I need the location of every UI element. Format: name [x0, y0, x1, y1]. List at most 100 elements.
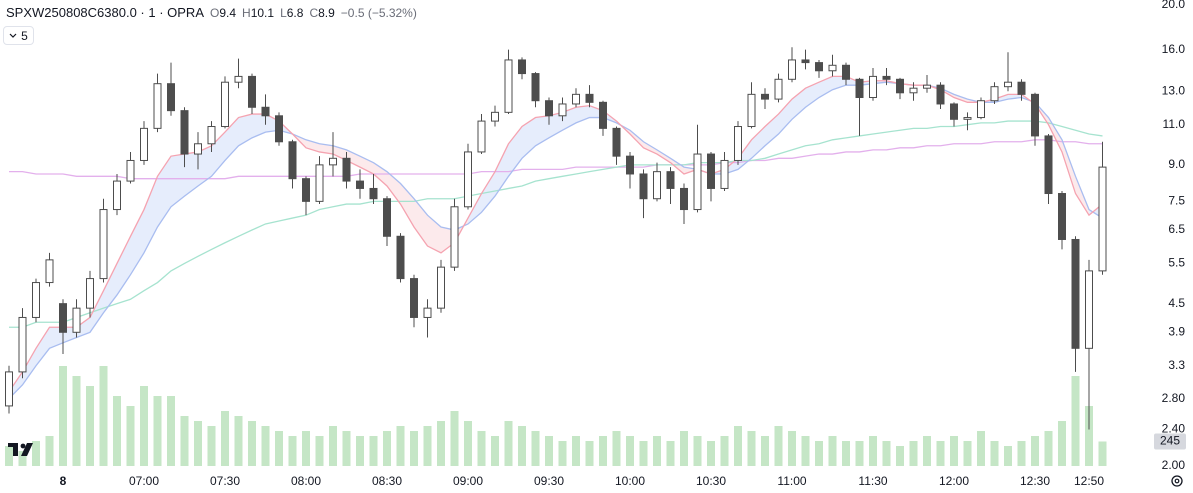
volume-bar: [761, 436, 769, 466]
candle-body: [5, 371, 13, 407]
ma-cloud: [117, 236, 131, 295]
ma-cloud: [414, 198, 428, 247]
volume-bar: [1071, 376, 1080, 466]
volume-bar: [450, 411, 459, 466]
chevron: [9, 33, 17, 38]
volume-bar: [464, 421, 472, 466]
x-tick-label: 07:00: [129, 474, 159, 488]
candle-body: [734, 126, 742, 161]
ma-cloud: [103, 263, 117, 313]
candle-body: [774, 78, 783, 100]
candle-body: [612, 127, 621, 157]
candle-body: [32, 282, 40, 318]
candle-body: [518, 59, 526, 75]
candle-body: [99, 209, 108, 280]
volume-bar: [167, 396, 175, 466]
ma-cloud: [1048, 117, 1062, 152]
candle-body: [86, 278, 94, 309]
candle-body: [882, 75, 891, 80]
ma-cloud: [198, 145, 212, 186]
x-tick-label: 12:50: [1074, 474, 1104, 488]
ma-line: [8, 75, 1103, 392]
volume-bar: [302, 431, 310, 466]
ma-cloud: [657, 149, 671, 163]
volume-bar: [5, 446, 13, 466]
y-tick-label: 4.5: [1168, 296, 1185, 310]
volume-bar: [1031, 436, 1039, 466]
candle-body: [369, 187, 378, 200]
y-tick-label: 3.3: [1168, 358, 1185, 372]
candle-body: [477, 120, 486, 153]
volume-bar: [477, 431, 486, 466]
volume-bar: [896, 446, 904, 466]
ma-cloud: [954, 94, 968, 103]
settings-icon[interactable]: [1171, 475, 1183, 487]
x-tick-label: 09:30: [534, 474, 564, 488]
volume-bar: [140, 386, 148, 466]
volume-bar: [410, 431, 418, 466]
volume-bar: [180, 416, 189, 466]
interval-toggle[interactable]: 5: [3, 26, 34, 45]
ma-cloud: [670, 158, 684, 174]
candle-body: [437, 266, 445, 309]
x-tick-label: 11:00: [777, 474, 806, 488]
volume-bar: [261, 426, 270, 466]
volume-bar: [801, 436, 810, 466]
y-tick-label: 2.80: [1162, 391, 1186, 405]
volume-bar: [383, 431, 391, 466]
volume-bar: [693, 436, 702, 466]
volume-bar: [788, 431, 796, 466]
volume-bar: [491, 436, 499, 466]
candle-body: [356, 180, 364, 189]
volume-bar: [315, 436, 324, 466]
candle-body: [450, 206, 459, 268]
volume-bar: [356, 436, 364, 466]
candle-body: [801, 59, 810, 64]
candle-body: [342, 157, 351, 182]
volume-bar: [207, 426, 216, 466]
y-tick-label: 3.9: [1168, 324, 1185, 338]
ma-cloud: [225, 117, 239, 161]
ma-cloud: [792, 88, 806, 120]
volume-bar: [113, 396, 121, 466]
volume-bar: [558, 441, 567, 466]
ma-cloud: [319, 143, 333, 155]
ma-cloud: [1008, 94, 1022, 100]
volume-bar: [248, 421, 256, 466]
volume-bar: [18, 451, 27, 466]
ma-cloud: [535, 115, 549, 146]
ohlc-key: C: [309, 6, 319, 20]
volume-bar: [504, 421, 513, 466]
candle-body: [585, 93, 594, 103]
volume-bar: [72, 376, 81, 466]
volume-bar: [126, 406, 135, 466]
candle-body: [1004, 81, 1012, 88]
candle-body: [909, 87, 918, 94]
volume-bar: [882, 441, 891, 466]
candle-body: [464, 151, 472, 208]
ohlc-value: 6.8: [286, 6, 304, 20]
x-tick-label: 10:30: [696, 474, 726, 488]
candle-body: [666, 171, 675, 189]
candle-body: [59, 303, 67, 333]
volume-bar: [1004, 446, 1012, 466]
ma-cloud: [387, 171, 401, 205]
candle-body: [680, 187, 688, 211]
ohlc-key: O: [210, 6, 220, 20]
candle-body: [248, 75, 256, 108]
ma-cloud: [508, 126, 522, 177]
candle-body: [626, 155, 634, 175]
y-tick-label: 11.0: [1163, 117, 1186, 131]
volume-bar: [221, 411, 229, 466]
y-tick-label: 20.0: [1162, 0, 1186, 11]
ohlc-value: 8.9: [318, 6, 335, 20]
candle-body: [315, 164, 324, 202]
candle-body: [896, 78, 904, 94]
candle-body: [558, 103, 567, 117]
ma-cloud: [819, 76, 833, 98]
candle-body: [828, 64, 837, 72]
ma-cloud: [157, 156, 171, 227]
volume-bar: [842, 441, 850, 466]
volume-bar: [99, 366, 108, 466]
candle-body: [545, 100, 553, 117]
